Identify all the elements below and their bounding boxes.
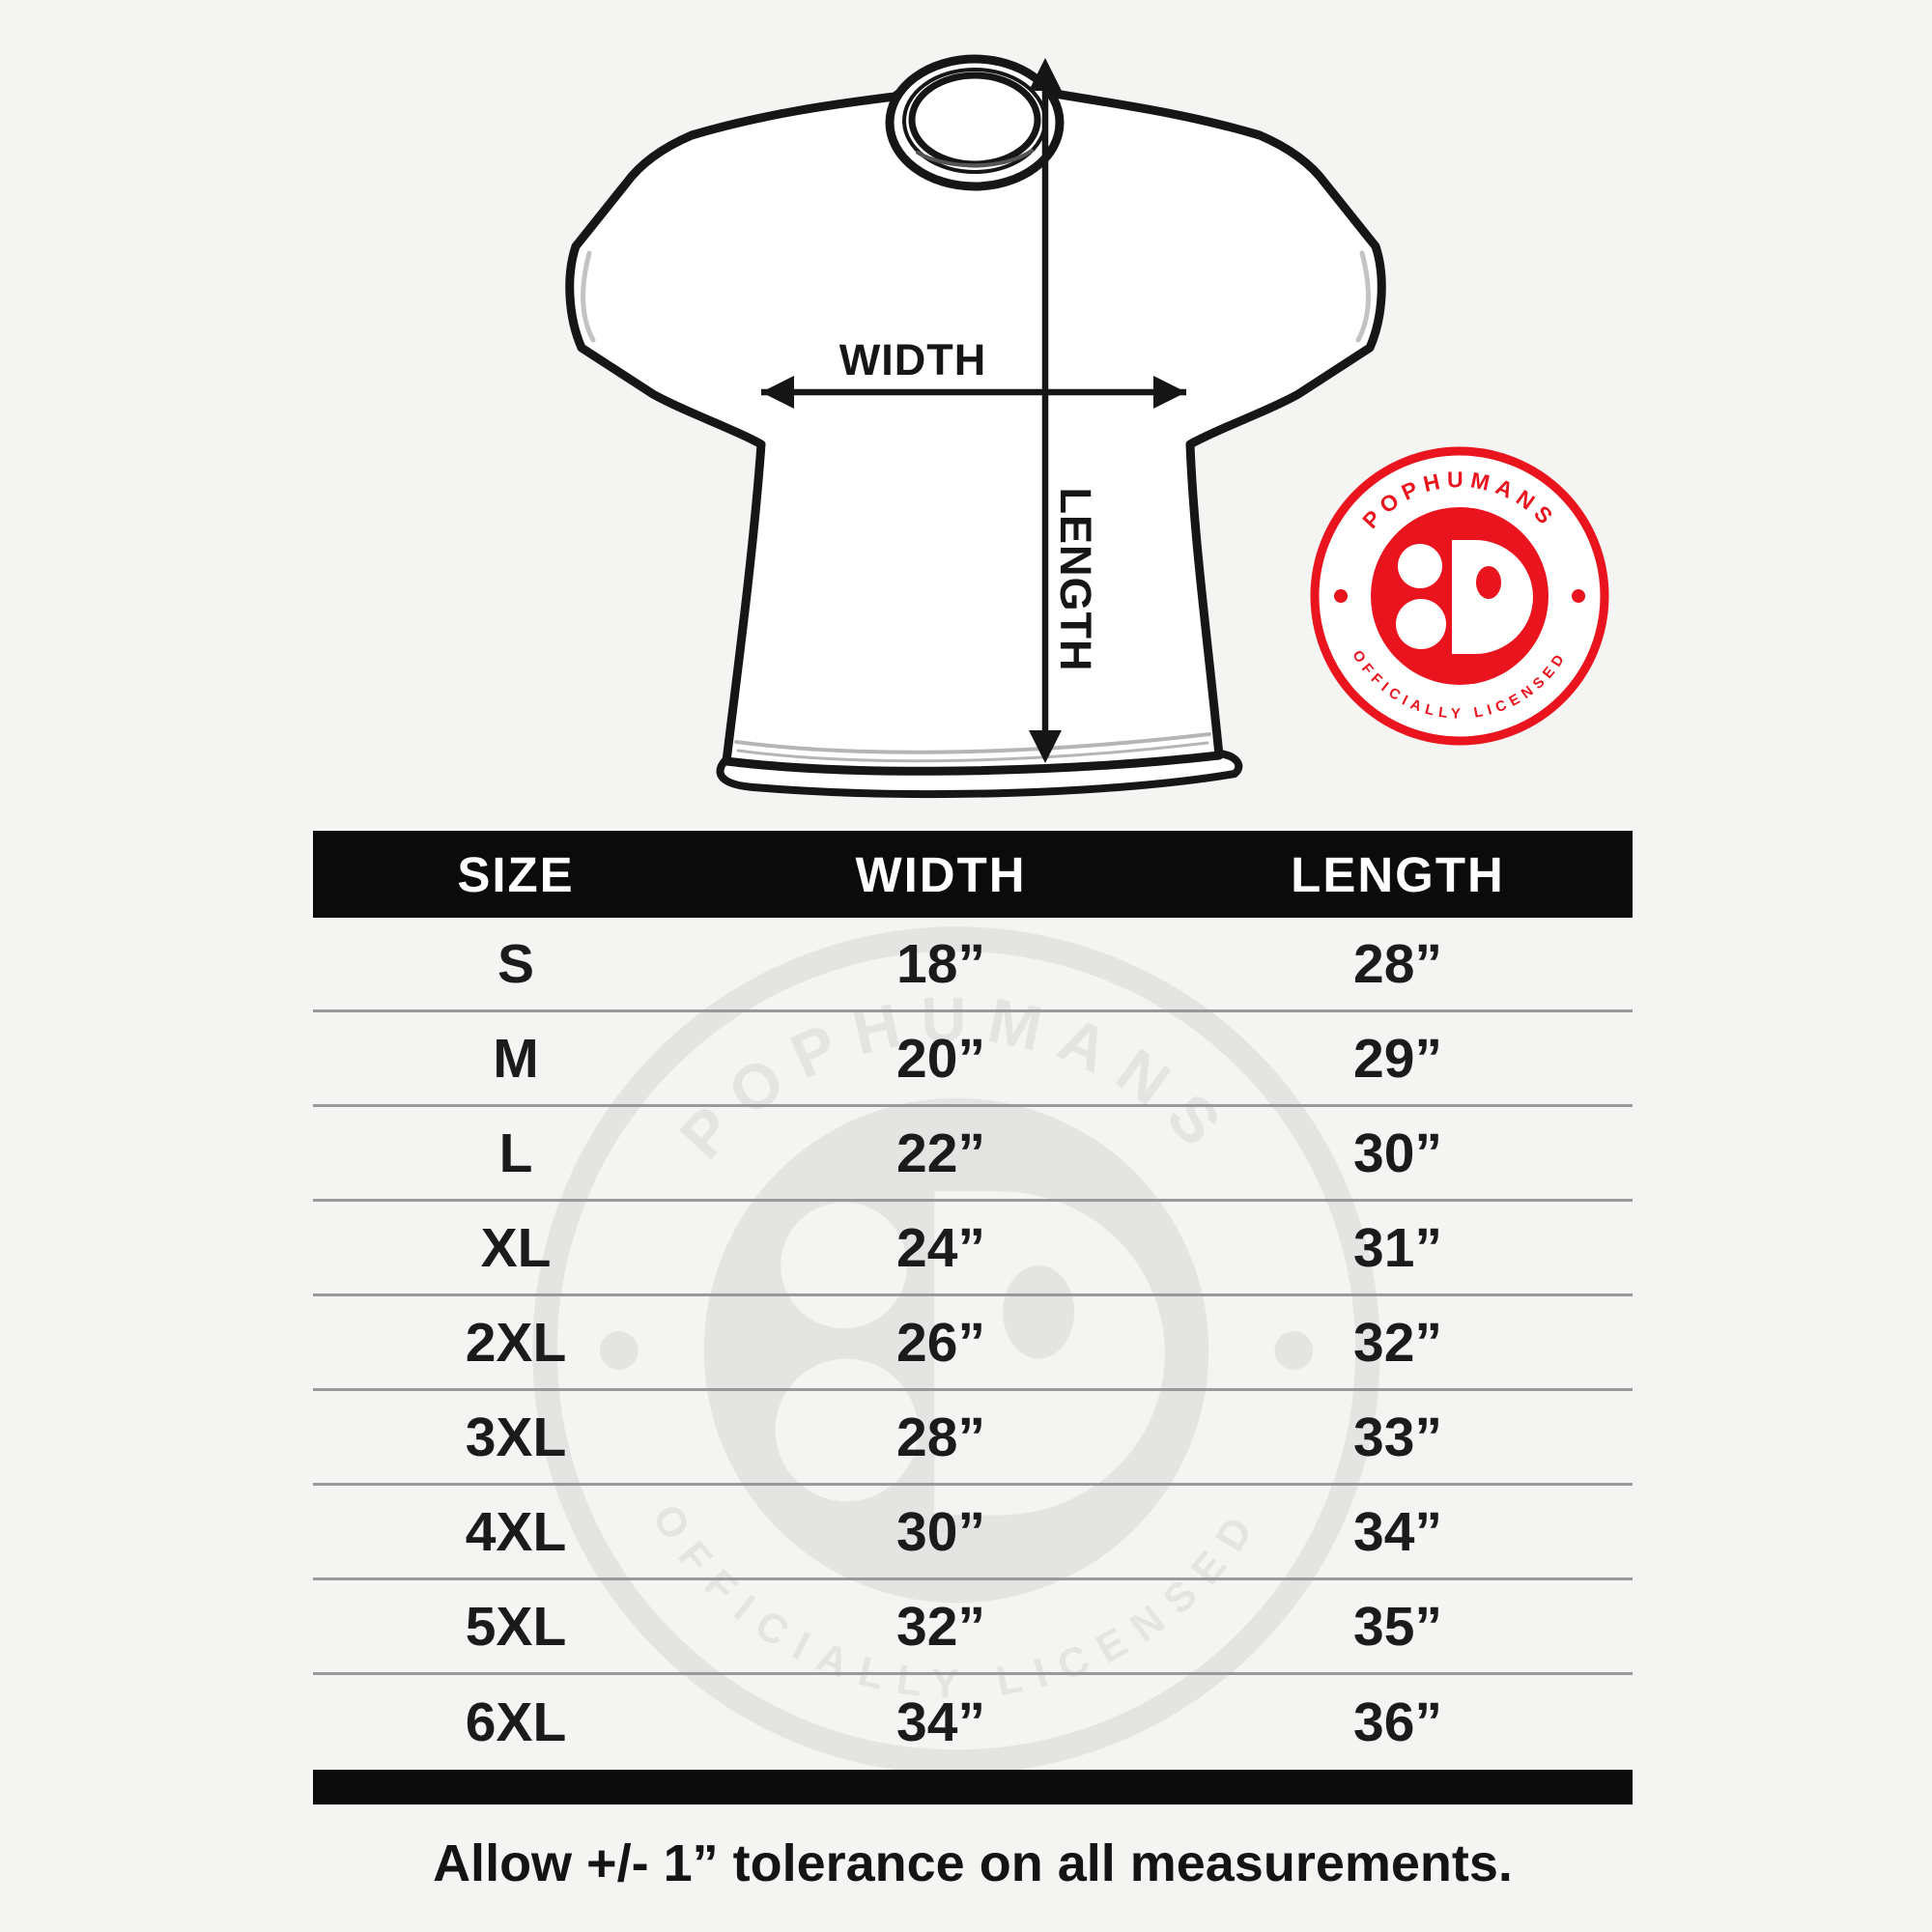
width-cell: 24” (896, 1216, 985, 1279)
table-bottom-bar (313, 1770, 1633, 1804)
length-dimension-label: LENGTH (1051, 488, 1100, 672)
table-row: 6XL 34” 36” (313, 1675, 1633, 1770)
header-width: WIDTH (855, 846, 1027, 902)
size-cell: S (497, 932, 535, 995)
table-body: S 18” 28” M 20” 29” L 22” 30” XL 24” 31” 2XL 26” 32” 3X… (313, 918, 1633, 1770)
length-cell: 33” (1353, 1406, 1442, 1468)
table-row: L 22” 30” (313, 1107, 1633, 1202)
table-row: 3XL 28” 33” (313, 1391, 1633, 1486)
length-cell: 31” (1353, 1216, 1442, 1279)
width-cell: 18” (896, 932, 985, 995)
table-row: XL 24” 31” (313, 1202, 1633, 1296)
table-row: S 18” 28” (313, 918, 1633, 1012)
collar (885, 54, 1065, 191)
size-cell: 2XL (465, 1311, 567, 1374)
size-cell: L (498, 1122, 533, 1184)
size-cell: 5XL (465, 1595, 567, 1658)
length-arrow (1029, 58, 1062, 763)
width-cell: 26” (896, 1311, 985, 1374)
tshirt-outline (565, 54, 1386, 799)
length-cell: 32” (1353, 1311, 1442, 1374)
length-cell: 29” (1353, 1027, 1442, 1090)
size-cell: 4XL (465, 1500, 567, 1563)
table-row: 4XL 30” 34” (313, 1486, 1633, 1580)
brand-badge (1315, 451, 1605, 741)
size-cell: 6XL (465, 1691, 567, 1753)
width-cell: 28” (896, 1406, 985, 1468)
width-cell: 34” (896, 1691, 985, 1753)
length-cell: 34” (1353, 1500, 1442, 1563)
width-arrow (761, 376, 1186, 409)
size-cell: M (493, 1027, 539, 1090)
table-row: M 20” 29” (313, 1012, 1633, 1107)
width-cell: 22” (896, 1122, 985, 1184)
width-cell: 20” (896, 1027, 985, 1090)
table-header: SIZE WIDTH LENGTH (313, 831, 1633, 918)
length-cell: 30” (1353, 1122, 1442, 1184)
size-cell: 3XL (465, 1406, 567, 1468)
tolerance-note: Allow +/- 1” tolerance on all measuremen… (433, 1834, 1513, 1892)
table-row: 2XL 26” 32” (313, 1296, 1633, 1391)
header-size: SIZE (457, 846, 575, 902)
size-cell: XL (480, 1216, 552, 1279)
width-cell: 30” (896, 1500, 985, 1563)
table-row: 5XL 32” 35” (313, 1580, 1633, 1675)
size-chart-table: SIZE WIDTH LENGTH S 18” 28” M 20” 29” L 22” 30” X… (313, 831, 1633, 1804)
width-cell: 32” (896, 1595, 985, 1658)
length-cell: 28” (1353, 932, 1442, 995)
header-length: LENGTH (1291, 846, 1505, 902)
width-dimension-label: WIDTH (839, 335, 986, 384)
length-cell: 36” (1353, 1691, 1442, 1753)
length-cell: 35” (1353, 1595, 1442, 1658)
